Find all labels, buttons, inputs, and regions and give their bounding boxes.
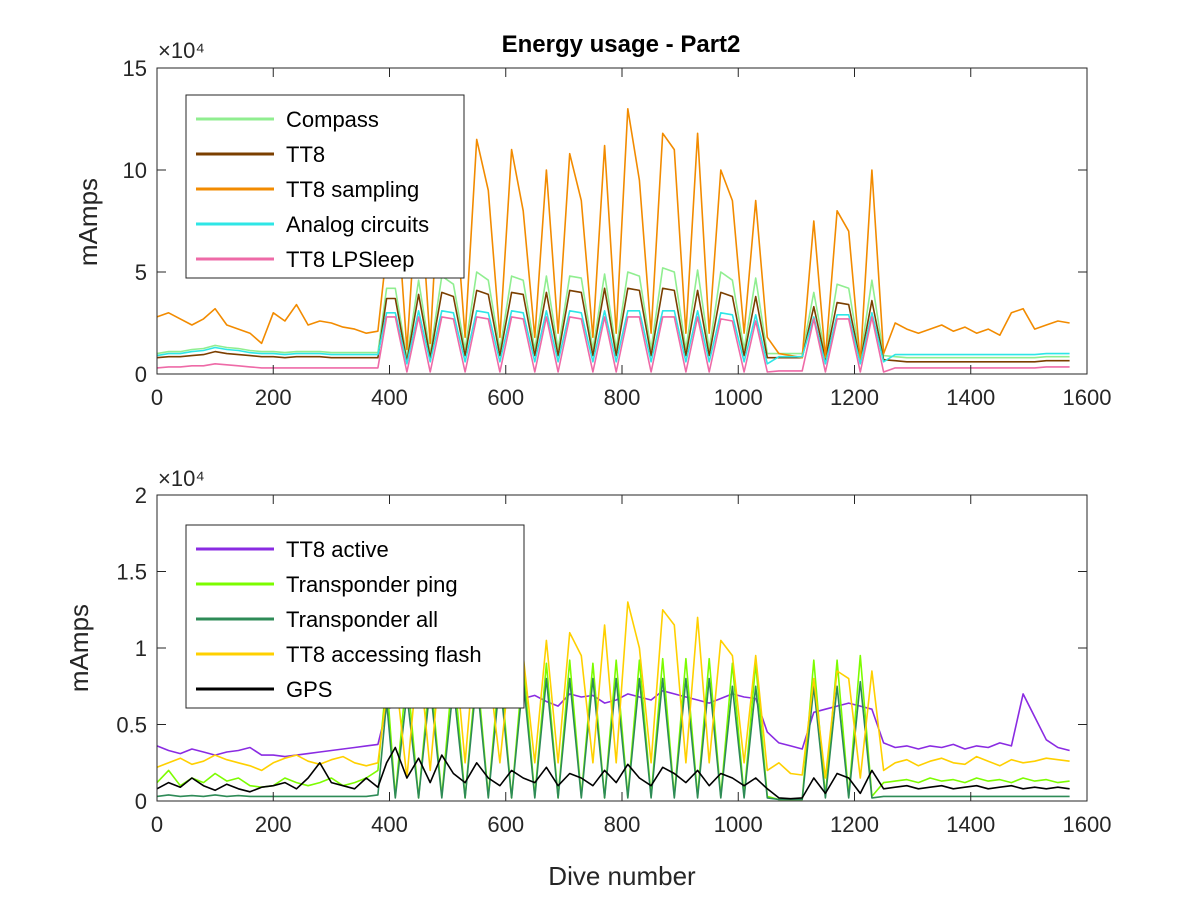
legend-entry-label: TT8 active <box>286 537 389 562</box>
x-tick-label: 1200 <box>830 385 879 410</box>
top-panel: 0 200 400 600 800 1000 1200 1400 1600 0 5 10 15 ×10… <box>73 38 1111 410</box>
x-tick-label: 600 <box>487 812 524 837</box>
series-line-tt8-accessing-flash <box>156 601 1070 779</box>
figure-title: Energy usage - Part2 <box>502 31 741 58</box>
x-tick-label: 200 <box>255 385 292 410</box>
x-tick-label: 800 <box>604 812 641 837</box>
bottom-panel: 0 200 400 600 800 1000 1200 1400 1600 00.511.52 … <box>64 466 1111 891</box>
x-tick-label: 1000 <box>714 812 763 837</box>
x-tick-label: 1400 <box>946 812 995 837</box>
x-tick-label: 0 <box>151 385 163 410</box>
bottom-y-ticks: 0 0.5 1 1.5 2 <box>116 483 1087 814</box>
legend-entry-label: Compass <box>286 107 379 132</box>
legend-entry-label: Analog circuits <box>286 212 429 237</box>
series-line-gps <box>156 746 1070 800</box>
bottom-y-axis-label: mAmps <box>64 604 94 692</box>
top-y-ticks: 0 5 10 15 <box>123 56 1087 387</box>
x-tick-label: 1600 <box>1063 385 1112 410</box>
top-x-ticks: 0 200 400 600 800 1000 1200 1400 1600 <box>151 68 1112 410</box>
bottom-series-layer <box>156 601 1070 801</box>
y-tick-label: 15 <box>123 56 147 81</box>
y-tick-label: 10 <box>123 158 147 183</box>
legend-entry-label: GPS <box>286 677 332 702</box>
y-tick-label: 0 <box>135 362 147 387</box>
x-tick-label: 800 <box>604 385 641 410</box>
bottom-legend-box <box>185 524 525 709</box>
legend-entry-label: TT8 sampling <box>286 177 419 202</box>
series-line-tt8 <box>156 287 1070 363</box>
bottom-x-axis-label: Dive number <box>548 861 696 891</box>
series-line-transponder-ping <box>156 654 1070 801</box>
x-tick-label: 1200 <box>830 812 879 837</box>
x-tick-label: 1600 <box>1063 812 1112 837</box>
legend-entry-label: TT8 LPSleep <box>286 247 414 272</box>
bottom-y-multiplier: ×10⁴ <box>158 466 205 491</box>
series-line-tt8-sampling <box>156 108 1070 363</box>
x-tick-label: 1000 <box>714 385 763 410</box>
x-tick-label: 400 <box>371 385 408 410</box>
series-line-compass <box>156 267 1070 359</box>
x-tick-label: 200 <box>255 812 292 837</box>
top-legend: Compass TT8 TT8 sampling Analog circuits TT8… <box>185 94 465 279</box>
legend-entry-label: TT8 <box>286 142 325 167</box>
legend-entry-label: TT8 accessing flash <box>286 642 482 667</box>
x-tick-label: 400 <box>371 812 408 837</box>
series-line-analog-circuits <box>156 309 1070 365</box>
y-tick-label: 2 <box>135 483 147 508</box>
series-line-tt8-lpsleep <box>156 316 1070 373</box>
top-series-layer <box>156 108 1070 373</box>
y-tick-label: 0 <box>135 789 147 814</box>
x-tick-label: 0 <box>151 812 163 837</box>
top-legend-box <box>185 94 465 279</box>
top-y-multiplier: ×10⁴ <box>158 38 205 63</box>
legend-entry-label: Transponder all <box>286 607 438 632</box>
x-tick-label: 1400 <box>946 385 995 410</box>
y-tick-label: 5 <box>135 260 147 285</box>
y-tick-label: 0.5 <box>116 713 147 738</box>
y-tick-label: 1.5 <box>116 560 147 585</box>
legend-entry-label: Transponder ping <box>286 572 458 597</box>
top-y-axis-label: mAmps <box>73 178 103 266</box>
bottom-x-ticks: 0 200 400 600 800 1000 1200 1400 1600 <box>151 495 1112 837</box>
series-line-transponder-all <box>156 677 1070 801</box>
bottom-legend: TT8 active Transponder ping Transponder al… <box>185 524 525 709</box>
y-tick-label: 1 <box>135 636 147 661</box>
x-tick-label: 600 <box>487 385 524 410</box>
